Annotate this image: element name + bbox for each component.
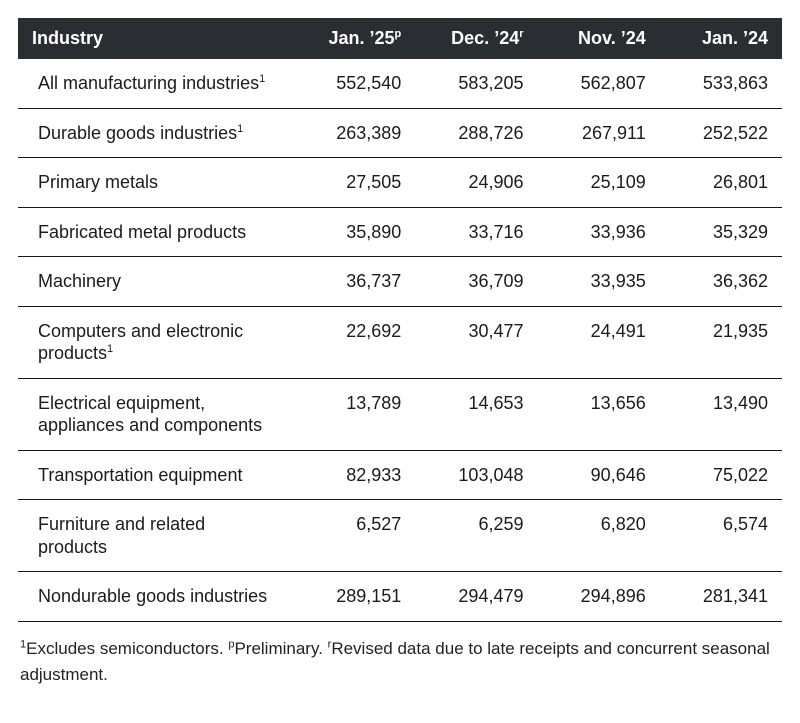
row-label-sup: 1 — [107, 343, 113, 355]
row-label-cell: Nondurable goods industries — [18, 572, 293, 622]
table-row: Nondurable goods industries 289,151294,47… — [18, 572, 782, 622]
col-header-dec24: Dec. ’24r — [415, 18, 537, 59]
value-cell: 36,362 — [660, 257, 782, 307]
row-label-cell: Electrical equipment, appliances and com… — [18, 378, 293, 450]
table-row: Furniture and related products 6,5276,259… — [18, 500, 782, 572]
industry-table: Industry Jan. ’25p Dec. ’24r Nov. ’24 Ja… — [18, 18, 782, 622]
value-cell: 552,540 — [293, 59, 415, 108]
col-header-label: Jan. ’24 — [702, 28, 768, 48]
row-label-cell: Furniture and related products — [18, 500, 293, 572]
value-cell: 36,709 — [415, 257, 537, 307]
col-header-label: Nov. ’24 — [578, 28, 646, 48]
value-cell: 35,890 — [293, 207, 415, 257]
value-cell: 27,505 — [293, 158, 415, 208]
value-cell: 289,151 — [293, 572, 415, 622]
value-cell: 6,527 — [293, 500, 415, 572]
row-label: All manufacturing industries — [38, 73, 259, 93]
footnote-text: Preliminary. — [234, 639, 327, 658]
value-cell: 6,820 — [538, 500, 660, 572]
value-cell: 24,906 — [415, 158, 537, 208]
value-cell: 288,726 — [415, 108, 537, 158]
value-cell: 33,935 — [538, 257, 660, 307]
row-label: Machinery — [38, 271, 121, 291]
value-cell: 281,341 — [660, 572, 782, 622]
table-row: Computers and electronic products122,692… — [18, 306, 782, 378]
value-cell: 22,692 — [293, 306, 415, 378]
row-label-sup: 1 — [259, 73, 265, 85]
value-cell: 263,389 — [293, 108, 415, 158]
table-row: Fabricated metal products 35,89033,71633,… — [18, 207, 782, 257]
table-row: Primary metals 27,50524,90625,10926,801 — [18, 158, 782, 208]
row-label: Durable goods industries — [38, 123, 237, 143]
value-cell: 30,477 — [415, 306, 537, 378]
footnote: 1Excludes semiconductors. pPreliminary. … — [18, 636, 782, 689]
value-cell: 533,863 — [660, 59, 782, 108]
value-cell: 103,048 — [415, 450, 537, 500]
value-cell: 252,522 — [660, 108, 782, 158]
value-cell: 26,801 — [660, 158, 782, 208]
value-cell: 13,656 — [538, 378, 660, 450]
row-label-cell: Fabricated metal products — [18, 207, 293, 257]
col-header-nov24: Nov. ’24 — [538, 18, 660, 59]
row-label-cell: Transportation equipment — [18, 450, 293, 500]
table-body: All manufacturing industries1552,540583,… — [18, 59, 782, 621]
value-cell: 14,653 — [415, 378, 537, 450]
row-label: Nondurable goods industries — [38, 586, 267, 606]
footnote-text: Excludes semiconductors. — [26, 639, 228, 658]
row-label-cell: Primary metals — [18, 158, 293, 208]
value-cell: 294,896 — [538, 572, 660, 622]
table-header-row: Industry Jan. ’25p Dec. ’24r Nov. ’24 Ja… — [18, 18, 782, 59]
value-cell: 75,022 — [660, 450, 782, 500]
col-header-sup: r — [519, 28, 523, 40]
col-header-industry: Industry — [18, 18, 293, 59]
value-cell: 25,109 — [538, 158, 660, 208]
row-label: Computers and electronic products — [38, 321, 243, 364]
value-cell: 35,329 — [660, 207, 782, 257]
table-row: Durable goods industries1263,389288,7262… — [18, 108, 782, 158]
table-row: Transportation equipment 82,933103,04890,… — [18, 450, 782, 500]
col-header-jan25: Jan. ’25p — [293, 18, 415, 59]
table-row: Electrical equipment, appliances and com… — [18, 378, 782, 450]
col-header-label: Dec. ’24 — [451, 28, 519, 48]
value-cell: 562,807 — [538, 59, 660, 108]
row-label-cell: All manufacturing industries1 — [18, 59, 293, 108]
table-row: All manufacturing industries1552,540583,… — [18, 59, 782, 108]
row-label: Electrical equipment, appliances and com… — [38, 393, 262, 436]
row-label: Primary metals — [38, 172, 158, 192]
row-label-cell: Durable goods industries1 — [18, 108, 293, 158]
col-header-label: Jan. ’25 — [328, 28, 394, 48]
row-label: Fabricated metal products — [38, 222, 246, 242]
value-cell: 33,936 — [538, 207, 660, 257]
value-cell: 294,479 — [415, 572, 537, 622]
value-cell: 24,491 — [538, 306, 660, 378]
value-cell: 6,574 — [660, 500, 782, 572]
value-cell: 90,646 — [538, 450, 660, 500]
value-cell: 13,490 — [660, 378, 782, 450]
col-header-label: Industry — [32, 28, 103, 48]
row-label: Transportation equipment — [38, 465, 242, 485]
value-cell: 82,933 — [293, 450, 415, 500]
value-cell: 267,911 — [538, 108, 660, 158]
value-cell: 6,259 — [415, 500, 537, 572]
value-cell: 21,935 — [660, 306, 782, 378]
value-cell: 583,205 — [415, 59, 537, 108]
value-cell: 36,737 — [293, 257, 415, 307]
col-header-sup: p — [395, 28, 402, 40]
value-cell: 13,789 — [293, 378, 415, 450]
table-row: Machinery 36,73736,70933,93536,362 — [18, 257, 782, 307]
value-cell: 33,716 — [415, 207, 537, 257]
row-label: Furniture and related products — [38, 514, 205, 557]
row-label-sup: 1 — [237, 123, 243, 135]
row-label-cell: Computers and electronic products1 — [18, 306, 293, 378]
row-label-cell: Machinery — [18, 257, 293, 307]
col-header-jan24: Jan. ’24 — [660, 18, 782, 59]
